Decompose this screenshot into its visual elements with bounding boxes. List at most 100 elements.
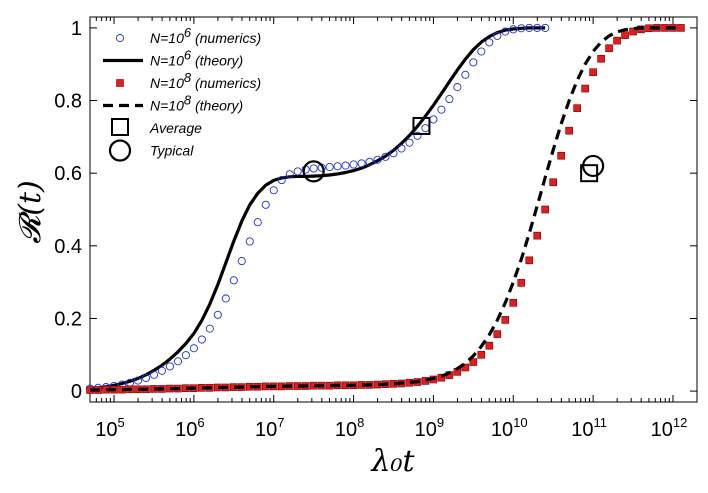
data-point-n6 [365, 157, 374, 166]
series-dashed [90, 26, 681, 392]
series-solid [89, 26, 546, 391]
x-tick-label: 108 [335, 415, 364, 441]
typical-marker [302, 160, 325, 183]
data-point-n8 [581, 84, 589, 93]
data-point-n6 [165, 362, 174, 371]
data-point-n6 [173, 357, 182, 366]
legend-label: Average [149, 120, 202, 136]
data-point-n8 [565, 126, 573, 135]
data-point-n8 [597, 54, 605, 63]
data-point-n8 [589, 68, 597, 77]
y-tick-label: 0.8 [54, 91, 82, 113]
series-layer [86, 23, 685, 394]
data-point-n6 [541, 23, 550, 32]
data-point-n6 [533, 23, 542, 32]
x-tick-label: 1011 [571, 415, 607, 441]
data-point-n6 [261, 200, 270, 209]
y-tick-label: 0.4 [54, 236, 82, 258]
data-point-n6 [437, 105, 446, 114]
data-point-n6 [461, 70, 470, 79]
data-point-n8 [469, 358, 478, 366]
data-point-n6 [189, 344, 198, 353]
data-point-n6 [349, 160, 358, 169]
data-point-n6 [141, 373, 151, 383]
legend-label: N=108 (theory) [150, 93, 243, 114]
legend-symbol-circle [115, 33, 125, 43]
data-point-n6 [501, 27, 510, 36]
data-point-n8 [501, 316, 510, 324]
data-point-n8 [517, 279, 526, 287]
typical-marker [582, 154, 605, 178]
series-circle-open [86, 23, 550, 393]
data-point-n6 [205, 324, 214, 333]
data-point-n8 [461, 363, 470, 372]
data-point-n8 [557, 151, 565, 160]
data-point-n6 [405, 138, 414, 147]
legend-entry-n6_th: N=106 (theory) [103, 48, 243, 69]
data-point-n8 [477, 350, 486, 359]
data-point-n6 [309, 164, 318, 173]
y-tick-label: 0.2 [54, 308, 82, 330]
data-point-n6 [389, 149, 398, 158]
legend-label: N=108 (numerics) [150, 70, 261, 91]
data-point-n8 [485, 341, 494, 350]
summary-markers [302, 116, 605, 183]
data-point-n6 [469, 58, 478, 67]
data-point-n6 [333, 162, 342, 171]
legend: N=106 (numerics)N=106 (theory)N=108 (num… [103, 25, 261, 162]
legend-label: Typical [150, 143, 194, 159]
data-point-n6 [253, 218, 262, 227]
data-point-n8 [493, 330, 502, 338]
legend-entry-n6_num: N=106 (numerics) [115, 25, 261, 46]
x-tick-label: 105 [95, 415, 124, 441]
average-marker [580, 164, 599, 183]
data-point-n6 [341, 161, 350, 170]
data-point-n8 [533, 231, 542, 240]
y-tick-label: 0.6 [54, 163, 82, 185]
data-point-n6 [525, 23, 534, 32]
data-point-n6 [325, 162, 334, 172]
data-point-n6 [197, 335, 206, 344]
x-tick-label: 107 [255, 415, 284, 441]
data-point-n6 [453, 83, 462, 92]
data-point-n6 [477, 47, 486, 56]
theory-line-n6 [89, 26, 546, 391]
data-point-n8 [621, 31, 629, 39]
x-axis-title: λ₀t [370, 444, 415, 479]
data-point-n6 [509, 25, 518, 34]
data-point-n6 [229, 276, 238, 285]
data-point-n6 [133, 376, 143, 385]
data-point-n6 [221, 294, 230, 303]
data-point-n8 [437, 373, 446, 382]
legend-entry-n8_th: N=108 (theory) [103, 93, 243, 114]
data-point-n6 [397, 144, 406, 153]
data-point-n6 [213, 310, 222, 319]
data-point-n6 [157, 366, 166, 375]
data-point-n8 [541, 205, 550, 214]
data-point-n8 [605, 44, 613, 53]
data-point-n6 [293, 167, 302, 176]
data-point-n6 [485, 38, 494, 47]
data-point-n6 [245, 237, 254, 246]
data-point-n6 [149, 370, 159, 379]
x-tick-label: 109 [415, 415, 444, 441]
data-point-n6 [493, 31, 502, 40]
legend-symbol-square [116, 79, 124, 87]
x-tick-label: 1012 [651, 415, 688, 441]
data-point-n6 [285, 170, 294, 179]
data-point-n6 [445, 95, 454, 104]
data-point-n6 [517, 24, 526, 33]
legend-entry-n8_num: N=108 (numerics) [116, 70, 261, 91]
theory-line-n8 [90, 26, 681, 392]
legend-label: N=106 (theory) [150, 48, 243, 69]
data-point-n6 [237, 257, 246, 266]
x-tick-label: 1010 [491, 415, 528, 441]
axis-ticks: 105 106 107 108 109 1010 1011 1012 0 0.2 0.4 0.6 0.8… [54, 17, 698, 441]
data-point-n6 [381, 152, 390, 161]
data-point-n8 [573, 104, 581, 112]
x-tick-label: 106 [175, 415, 204, 441]
data-point-n6 [373, 155, 382, 164]
data-point-n6 [357, 159, 366, 168]
legend-entry-typical: Typical [108, 139, 194, 162]
